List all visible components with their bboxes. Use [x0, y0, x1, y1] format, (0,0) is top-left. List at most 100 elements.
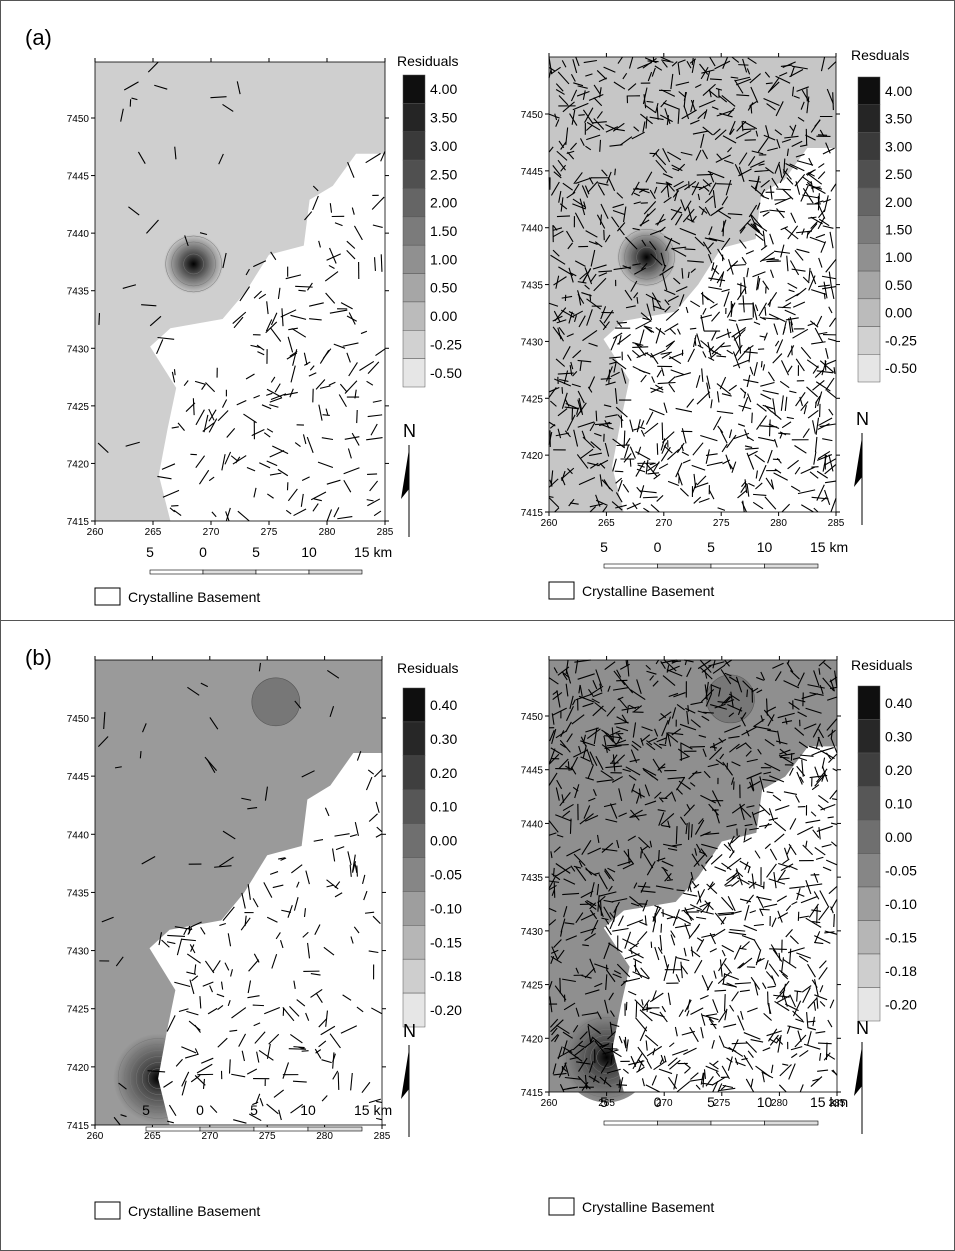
lineament: [780, 226, 789, 231]
lineament: [548, 113, 560, 119]
lineament: [651, 297, 655, 312]
lineament: [231, 1007, 247, 1019]
lineament: [690, 701, 703, 706]
lineament: [750, 104, 753, 114]
lineament: [565, 935, 577, 941]
lineament: [361, 1081, 371, 1094]
lineament: [818, 960, 827, 969]
lineament: [667, 776, 686, 780]
lineament: [287, 904, 293, 918]
lineament: [700, 848, 708, 857]
lineament: [711, 106, 719, 110]
lineament: [711, 267, 720, 275]
lineament: [579, 361, 582, 372]
lineament: [779, 980, 790, 994]
lineament: [565, 127, 569, 145]
lineament: [724, 1046, 737, 1052]
lineament: [720, 237, 731, 251]
lineament: [582, 268, 592, 282]
lineament: [659, 114, 673, 123]
lineament: [667, 151, 682, 161]
lineament: [321, 1095, 328, 1102]
lineament: [552, 249, 560, 257]
lineament: [814, 401, 817, 409]
lineament: [749, 827, 759, 831]
lineament: [635, 460, 646, 477]
lineament: [582, 734, 587, 744]
lineament: [610, 335, 618, 351]
lineament: [811, 289, 827, 295]
lineament: [822, 454, 827, 472]
lineament: [683, 92, 687, 108]
y-tick-label: 7430: [521, 927, 544, 938]
lineament: [813, 891, 820, 900]
lineament: [646, 1060, 652, 1069]
lineament: [819, 1000, 826, 1007]
lineament: [821, 275, 837, 280]
lineament: [741, 935, 756, 941]
legend-label: 0.00: [885, 829, 912, 845]
lineament: [604, 661, 616, 671]
lineament: [660, 713, 667, 719]
lineament: [633, 201, 641, 205]
lineament: [640, 734, 651, 743]
lineament: [750, 86, 759, 103]
lineament: [312, 503, 319, 512]
lineament: [548, 753, 560, 765]
legend-swatch: [402, 687, 426, 723]
lineament: [831, 798, 838, 801]
lineament: [578, 860, 583, 868]
lineament: [629, 759, 640, 763]
lineament: [640, 429, 645, 437]
lineament: [679, 294, 685, 307]
lineament: [603, 735, 608, 753]
lineament: [572, 203, 586, 210]
lineament: [625, 437, 631, 446]
lineament: [758, 436, 775, 442]
lineament: [263, 882, 273, 898]
lineament: [721, 862, 732, 871]
lineament: [833, 914, 835, 928]
lineament: [608, 885, 613, 892]
lineament: [253, 1022, 261, 1027]
lineament: [760, 245, 768, 251]
legend-label: 2.50: [430, 166, 457, 182]
lineament: [600, 306, 607, 320]
lineament: [707, 1016, 714, 1023]
lineament: [704, 669, 708, 679]
lineament: [147, 61, 159, 73]
lineament: [690, 824, 693, 838]
lineament: [649, 241, 657, 251]
lineament: [721, 219, 727, 233]
lineament: [565, 721, 572, 732]
lineament: [620, 979, 628, 987]
lineament: [315, 992, 323, 1004]
lineament: [666, 115, 670, 126]
lineament: [340, 1025, 358, 1034]
lineament: [751, 412, 753, 424]
lineament: [200, 682, 209, 688]
lineament: [768, 1028, 778, 1042]
lineament: [625, 305, 636, 309]
lineament: [335, 846, 345, 851]
lineament: [712, 190, 716, 208]
lineament: [774, 671, 782, 682]
lineament: [572, 370, 578, 377]
lineament: [701, 368, 704, 382]
legend-label: -0.10: [885, 896, 917, 912]
lineament: [292, 1080, 307, 1083]
lineament: [692, 335, 697, 348]
lineament: [805, 819, 821, 824]
lineament: [690, 268, 696, 274]
lineament: [753, 718, 765, 728]
lineament: [571, 109, 576, 125]
lineament: [827, 338, 837, 342]
lineament: [787, 365, 793, 373]
lineament: [265, 319, 273, 332]
lineament: [586, 121, 601, 131]
lineament: [652, 148, 660, 158]
lineament: [553, 846, 561, 853]
lineament: [816, 825, 833, 832]
lineament: [161, 939, 170, 948]
lineament: [660, 1054, 665, 1062]
